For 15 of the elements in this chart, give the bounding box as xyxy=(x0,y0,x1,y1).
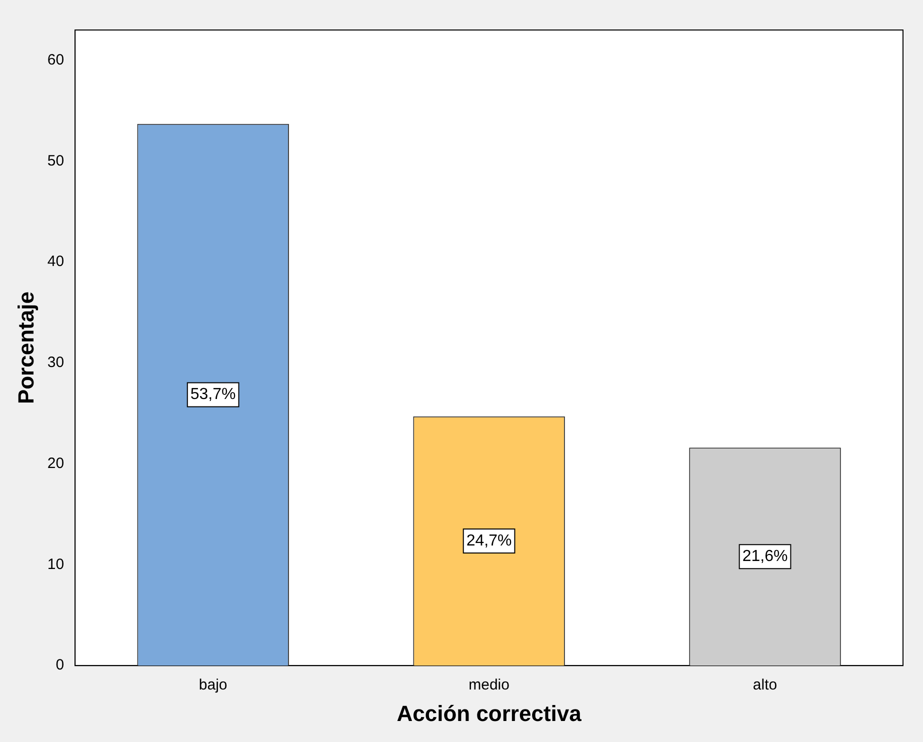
data-label: 21,6% xyxy=(742,548,788,566)
y-tick-label: 0 xyxy=(56,656,64,674)
y-axis-title: Porcentaje xyxy=(13,292,38,404)
y-tick-label: 10 xyxy=(47,556,64,573)
data-label: 24,7% xyxy=(466,532,512,550)
y-tick-label: 60 xyxy=(47,51,64,68)
y-tick-label: 20 xyxy=(47,454,64,472)
x-tick-label: alto xyxy=(752,676,778,694)
y-tick-label: 50 xyxy=(47,152,64,170)
y-tick-label: 30 xyxy=(47,354,64,372)
x-tick-label: bajo xyxy=(198,676,228,694)
x-tick-label: medio xyxy=(468,676,510,694)
x-axis-title: Acción correctiva xyxy=(396,700,582,726)
y-tick-label: 40 xyxy=(47,253,64,270)
data-label: 53,7% xyxy=(190,386,236,404)
